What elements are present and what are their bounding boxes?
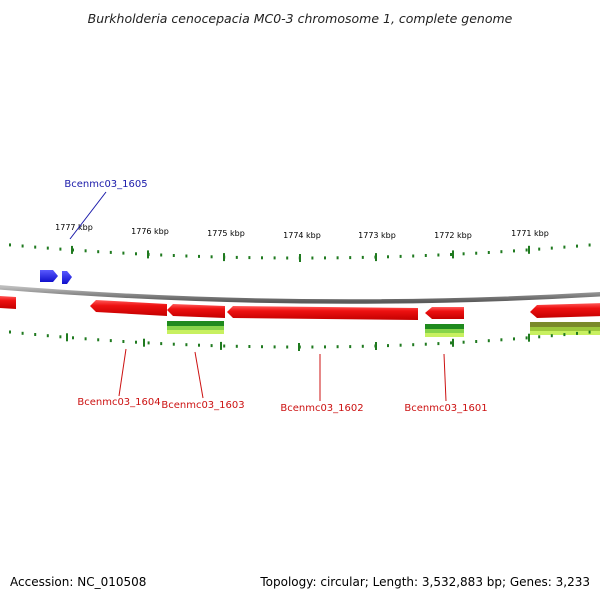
gene-label-1601[interactable]: Bcenmc03_1601 (404, 403, 487, 414)
gene-bcenmc03-1605[interactable] (62, 271, 72, 284)
scale-label-1775: 1775 kbp (207, 229, 245, 238)
leader-1603 (194, 351, 204, 399)
gene-left-partial[interactable] (0, 296, 16, 309)
gene-label-1604[interactable]: Bcenmc03_1604 (77, 397, 160, 408)
genome-summary-text: Topology: circular; Length: 3,532,883 bp… (259, 575, 590, 589)
map-title: Burkholderia cenocepacia MC0-3 chromosom… (88, 11, 513, 26)
scale-label-1772: 1772 kbp (434, 231, 472, 240)
lower-scale-ticks (9, 330, 591, 351)
gene-bcenmc03-1602[interactable] (227, 306, 418, 320)
gene-bcenmc03-1601[interactable] (425, 307, 464, 319)
feature-block-1601 (425, 324, 464, 337)
gene-label-1605[interactable]: Bcenmc03_1605 (64, 179, 147, 190)
feature-block-1603 (167, 321, 224, 334)
gene-bcenmc03-1605-small[interactable] (40, 270, 58, 282)
scale-label-1771: 1771 kbp (511, 229, 549, 238)
leader-1601 (443, 353, 447, 402)
leader-1604 (118, 348, 127, 397)
forward-genes (40, 270, 72, 284)
scale-labels: 1777 kbp 1776 kbp 1775 kbp 1774 kbp 1773… (55, 223, 549, 240)
scale-label-1774: 1774 kbp (283, 231, 321, 240)
chromosome-backbone (0, 285, 600, 304)
feature-blocks (167, 321, 600, 337)
gene-labels: Bcenmc03_1605 Bcenmc03_1604 Bcenmc03_160… (64, 179, 487, 414)
scale-label-1773: 1773 kbp (358, 231, 396, 240)
gene-label-1602[interactable]: Bcenmc03_1602 (280, 403, 363, 414)
upper-scale-ticks (9, 243, 591, 262)
scale-label-1777: 1777 kbp (55, 223, 93, 232)
gene-label-1603[interactable]: Bcenmc03_1603 (161, 400, 244, 411)
gene-right-partial[interactable] (530, 303, 600, 318)
accession-text: Accession: NC_010508 (10, 575, 146, 589)
reverse-genes (0, 296, 600, 320)
gene-bcenmc03-1604[interactable] (90, 300, 167, 316)
gene-bcenmc03-1603[interactable] (167, 304, 225, 318)
leader-1605 (69, 191, 107, 240)
feature-block-right (530, 322, 600, 335)
label-leaders (69, 191, 447, 402)
scale-label-1776: 1776 kbp (131, 227, 169, 236)
